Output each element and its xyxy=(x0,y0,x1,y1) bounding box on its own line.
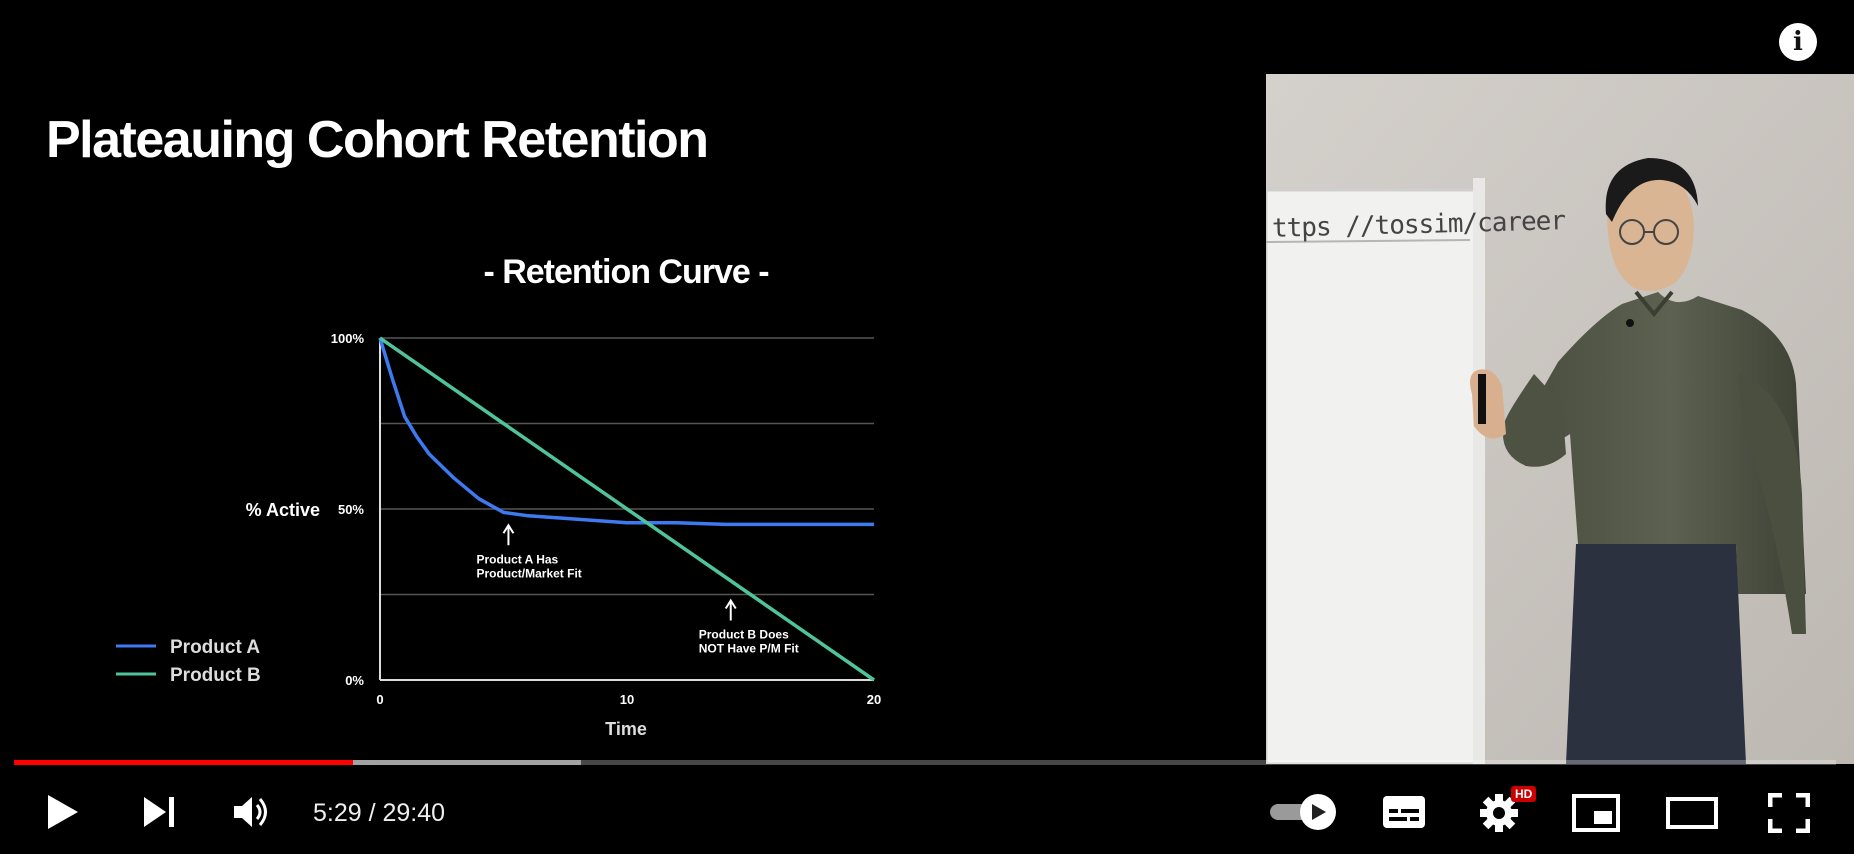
annotation-label: Product/Market Fit xyxy=(476,566,581,580)
annotation-label: Product A Has xyxy=(476,552,558,566)
annotation-label: NOT Have P/M Fit xyxy=(699,642,799,656)
volume-icon[interactable] xyxy=(232,794,272,830)
y-tick-label: 50% xyxy=(338,502,364,517)
time-display: 5:29 / 29:40 xyxy=(313,799,446,827)
series-line-product-b xyxy=(379,336,875,682)
y-tick-label: 100% xyxy=(331,331,365,346)
chart-title: - Retention Curve - xyxy=(483,253,768,291)
retention-chart: 0% 50% 100% 0 10 20 Product A HasProduct/Mark… xyxy=(116,253,881,739)
y-tick-label: 0% xyxy=(345,673,364,688)
legend-label: Product A xyxy=(170,637,260,658)
slide-title: Plateauing Cohort Retention xyxy=(46,111,709,169)
play-icon[interactable] xyxy=(42,792,82,832)
info-button[interactable]: i xyxy=(1779,23,1817,61)
legend-label: Product B xyxy=(170,665,261,686)
gear-icon[interactable] xyxy=(1478,792,1520,834)
speaker-camera-view: ttps //tossim/career xyxy=(1266,74,1854,764)
annotation-arrowhead xyxy=(502,523,515,534)
annotation-label: Product B Does xyxy=(699,628,789,642)
theater-icon[interactable] xyxy=(1666,797,1718,829)
played-bar xyxy=(14,760,353,765)
x-tick-label: 10 xyxy=(620,692,634,707)
subtitles-icon[interactable] xyxy=(1382,795,1426,829)
hd-badge: HD xyxy=(1511,786,1537,802)
x-tick-label: 20 xyxy=(867,692,881,707)
fullscreen-icon[interactable] xyxy=(1768,793,1810,833)
next-icon[interactable] xyxy=(140,794,178,830)
y-axis-label: % Active xyxy=(246,500,320,520)
annotation-arrowhead xyxy=(724,598,737,610)
x-tick-label: 0 xyxy=(376,692,383,707)
progress-bar[interactable] xyxy=(14,760,1836,765)
miniplayer-icon[interactable] xyxy=(1572,794,1620,832)
info-icon: i xyxy=(1793,27,1803,57)
player-controls: 5:29 / 29:40 HD xyxy=(0,766,1854,854)
x-axis-label: Time xyxy=(605,719,647,739)
autoplay-toggle[interactable] xyxy=(1268,792,1340,832)
series-line-product-a xyxy=(378,337,874,527)
